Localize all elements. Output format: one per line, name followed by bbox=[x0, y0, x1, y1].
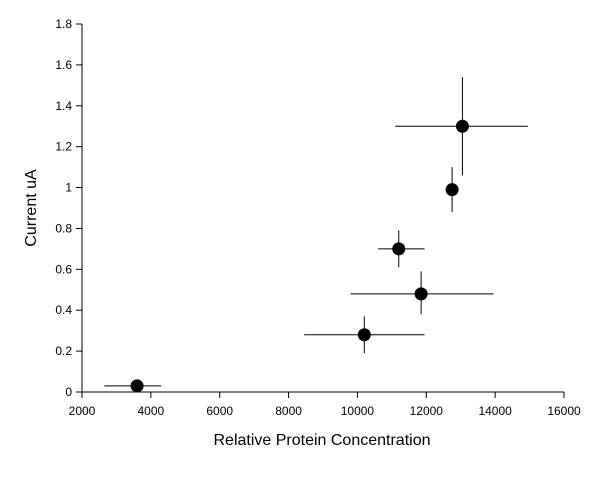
x-tick-label: 14000 bbox=[478, 404, 512, 418]
x-tick-label: 10000 bbox=[341, 404, 375, 418]
data-point bbox=[414, 287, 428, 301]
y-tick-label: 0.4 bbox=[55, 303, 72, 317]
y-tick-label: 1.4 bbox=[55, 99, 72, 113]
y-tick-label: 1 bbox=[65, 181, 72, 195]
y-tick-label: 0.2 bbox=[55, 344, 72, 358]
y-tick-label: 0.6 bbox=[55, 262, 72, 276]
data-point bbox=[445, 183, 459, 197]
y-axis-label: Current uA bbox=[23, 169, 40, 247]
x-tick-label: 6000 bbox=[206, 404, 233, 418]
data-point bbox=[392, 242, 406, 256]
x-tick-label: 12000 bbox=[410, 404, 444, 418]
data-point bbox=[130, 379, 144, 393]
y-tick-label: 0 bbox=[65, 385, 72, 399]
x-tick-label: 4000 bbox=[138, 404, 165, 418]
y-tick-label: 1.6 bbox=[55, 58, 72, 72]
axes bbox=[81, 24, 564, 393]
data-point bbox=[455, 119, 469, 133]
y-tick-label: 1.2 bbox=[55, 140, 72, 154]
y-tick-label: 1.8 bbox=[55, 17, 72, 31]
x-tick-label: 16000 bbox=[547, 404, 581, 418]
data-point bbox=[357, 328, 371, 342]
x-tick-label: 2000 bbox=[69, 404, 96, 418]
x-axis-label: Relative Protein Concentration bbox=[213, 432, 430, 449]
y-tick-label: 0.8 bbox=[55, 221, 72, 235]
x-tick-label: 8000 bbox=[275, 404, 302, 418]
data-points bbox=[130, 119, 469, 393]
tick-marks: 2000 4000 6000 8000 10000 12000 14000 16000 0 0.2… bbox=[55, 17, 581, 418]
